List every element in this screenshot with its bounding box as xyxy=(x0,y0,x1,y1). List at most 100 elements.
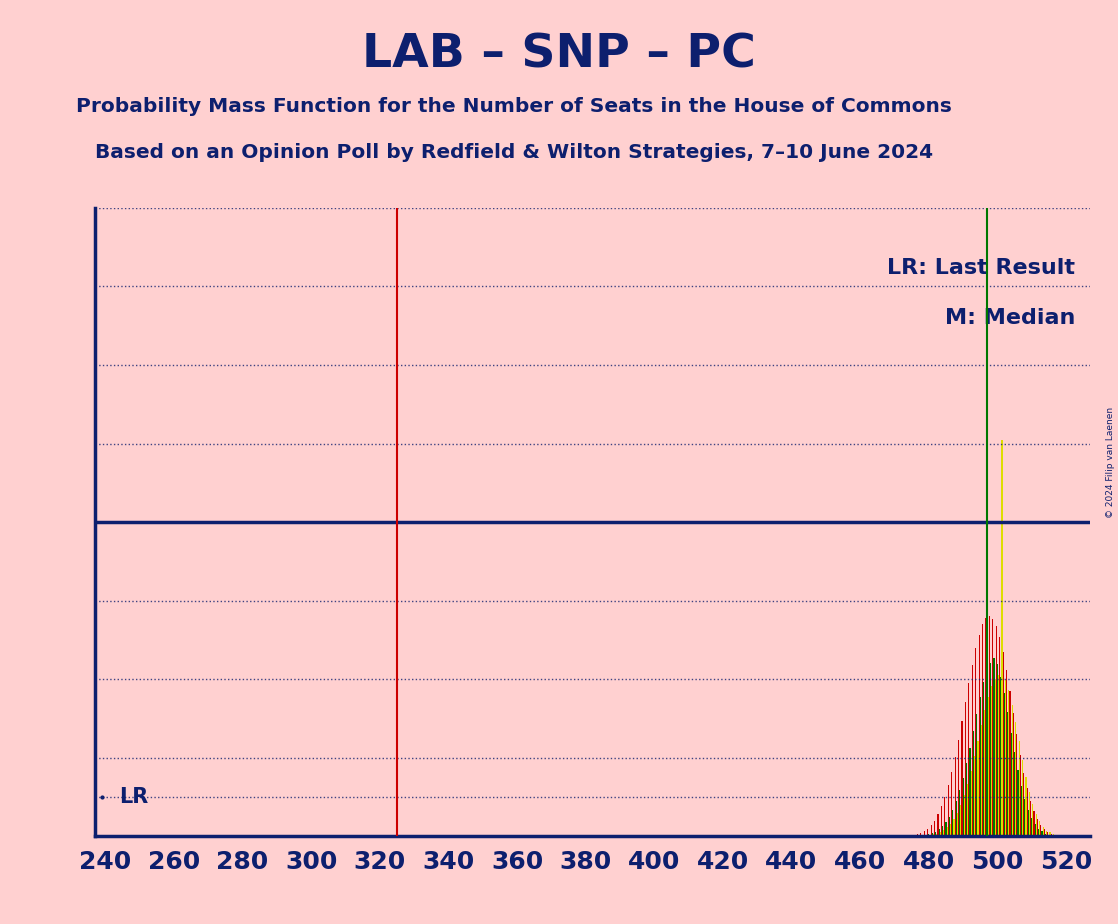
Bar xyxy=(937,814,938,836)
Bar xyxy=(951,772,953,836)
Bar xyxy=(1014,752,1015,836)
Bar xyxy=(913,835,915,836)
Bar xyxy=(1025,777,1026,836)
Bar xyxy=(1054,835,1055,836)
Bar xyxy=(1046,831,1048,836)
Bar xyxy=(1050,833,1051,836)
Bar xyxy=(1020,755,1021,836)
Text: M: Median: M: Median xyxy=(945,309,1076,328)
Bar xyxy=(928,834,929,836)
Bar xyxy=(992,686,993,836)
Bar xyxy=(975,649,976,836)
Text: Based on an Opinion Poll by Redfield & Wilton Strategies, 7–10 June 2024: Based on an Opinion Poll by Redfield & W… xyxy=(95,143,934,163)
Bar xyxy=(985,618,986,836)
Bar xyxy=(977,741,978,836)
Bar xyxy=(1004,693,1005,836)
Bar xyxy=(1027,809,1029,836)
Bar xyxy=(1053,834,1054,836)
Bar xyxy=(967,784,968,836)
Bar xyxy=(948,785,949,836)
Bar xyxy=(1030,801,1031,836)
Bar xyxy=(1010,691,1011,836)
Text: LR: LR xyxy=(119,787,149,807)
Bar xyxy=(1022,760,1023,836)
Bar xyxy=(917,834,918,836)
Bar xyxy=(960,805,961,836)
Bar xyxy=(1015,722,1016,836)
Bar xyxy=(1008,690,1010,836)
Bar xyxy=(1013,713,1014,836)
Bar xyxy=(1003,652,1004,836)
Bar xyxy=(947,827,948,836)
Bar xyxy=(973,731,974,836)
Bar xyxy=(1012,705,1013,836)
Bar xyxy=(963,778,964,836)
Bar xyxy=(998,675,999,836)
Bar xyxy=(932,834,934,836)
Bar xyxy=(982,625,983,836)
Bar xyxy=(983,682,984,836)
Bar xyxy=(1018,741,1020,836)
Bar xyxy=(997,664,998,836)
Bar xyxy=(923,832,925,836)
Text: LR: Last Result: LR: Last Result xyxy=(887,258,1076,278)
Bar xyxy=(974,757,975,836)
Bar xyxy=(938,830,939,836)
Bar xyxy=(929,835,930,836)
Bar xyxy=(959,790,960,836)
Bar xyxy=(996,626,997,836)
Bar xyxy=(978,635,979,836)
Bar xyxy=(1044,830,1045,836)
Bar xyxy=(931,833,932,836)
Bar xyxy=(972,664,973,836)
Bar xyxy=(965,702,966,836)
Bar xyxy=(989,663,992,836)
Bar xyxy=(1057,835,1058,836)
Bar xyxy=(945,796,946,836)
Bar xyxy=(953,809,954,836)
Bar xyxy=(976,713,977,836)
Bar xyxy=(1029,792,1030,836)
Bar xyxy=(1034,824,1035,836)
Bar xyxy=(1043,827,1044,836)
Bar xyxy=(1051,833,1052,836)
Bar xyxy=(979,697,980,836)
Bar xyxy=(961,722,963,836)
Bar xyxy=(980,725,982,836)
Bar xyxy=(934,821,935,836)
Bar xyxy=(969,748,970,836)
Bar xyxy=(968,683,969,836)
Bar xyxy=(939,832,940,836)
Bar xyxy=(987,697,988,836)
Bar xyxy=(1023,772,1024,836)
Bar xyxy=(1049,835,1050,836)
Bar xyxy=(964,796,965,836)
Bar xyxy=(935,832,936,836)
Bar xyxy=(958,740,959,836)
Bar xyxy=(946,822,947,836)
Bar xyxy=(1002,441,1003,836)
Bar xyxy=(966,763,967,836)
Bar xyxy=(930,825,931,836)
Bar xyxy=(1001,676,1002,836)
Bar xyxy=(950,823,951,836)
Bar xyxy=(1006,670,1007,836)
Bar xyxy=(1048,832,1049,836)
Bar xyxy=(1032,804,1033,836)
Bar xyxy=(1005,680,1006,836)
Bar xyxy=(994,658,995,836)
Bar xyxy=(1026,788,1027,836)
Bar xyxy=(949,817,950,836)
Bar xyxy=(941,806,942,836)
Bar xyxy=(936,833,937,836)
Bar xyxy=(1036,820,1038,836)
Bar xyxy=(944,830,945,836)
Bar xyxy=(1033,811,1034,836)
Bar xyxy=(1035,814,1036,836)
Bar xyxy=(1042,832,1043,836)
Bar xyxy=(1007,712,1008,836)
Bar xyxy=(927,829,928,836)
Bar xyxy=(1038,829,1039,836)
Bar xyxy=(920,833,921,836)
Bar xyxy=(955,757,956,836)
